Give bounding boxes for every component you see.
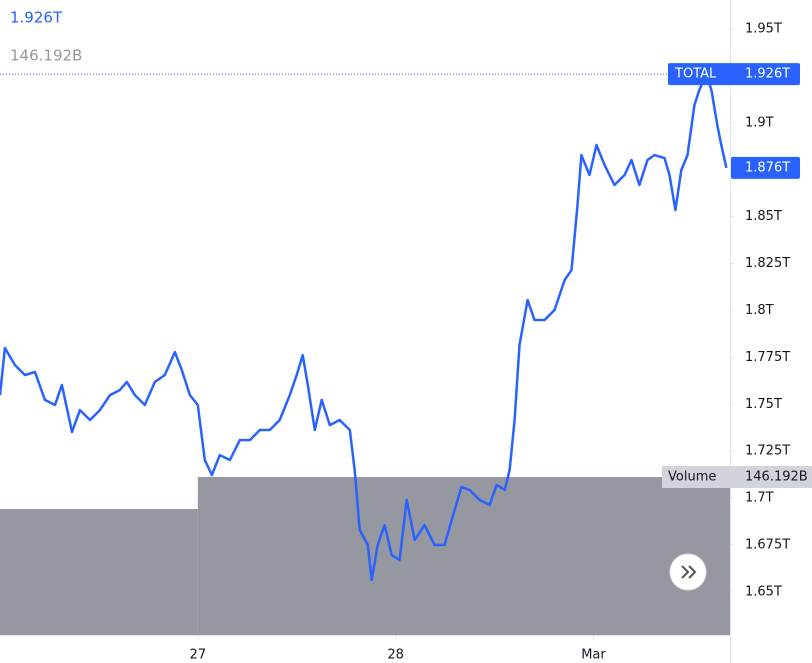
- plot-layer: [0, 72, 730, 582]
- x-tick-label: Mar: [581, 648, 606, 663]
- y-tick-label: 1.7T: [745, 491, 774, 506]
- high-tag-name: TOTAL: [674, 67, 717, 82]
- y-tick-label: 1.65T: [745, 584, 782, 599]
- y-tick-label: 1.825T: [745, 256, 790, 271]
- x-tick-label: 27: [190, 648, 207, 663]
- high-tag: [668, 63, 800, 86]
- volume-tag-name: Volume: [668, 469, 716, 484]
- y-tick-label: 1.775T: [745, 350, 790, 365]
- y-tick-label: 1.675T: [745, 537, 790, 552]
- scroll-button[interactable]: [669, 553, 707, 591]
- scroll-icon[interactable]: [681, 565, 697, 579]
- volume-tag-value: 146.192B: [745, 469, 808, 484]
- price-line: [0, 72, 728, 582]
- axes-layer: 1.95T 1.9T 1.85T 1.825T 1.8T 1.775T 1.75T 1.725…: [190, 22, 812, 663]
- y-tick-label: 1.75T: [745, 397, 782, 412]
- y-tick-label: 1.9T: [745, 115, 774, 130]
- y-tick-label: 1.85T: [745, 209, 782, 224]
- last-tag: [731, 156, 800, 179]
- volume-bar: [197, 476, 731, 635]
- last-tag-value: 1.876T: [745, 160, 790, 175]
- legend-volume: 146.192B: [10, 47, 82, 65]
- x-tick-label: 28: [387, 648, 404, 663]
- volume-tag: [662, 465, 812, 488]
- high-tag-value: 1.926T: [745, 67, 790, 82]
- y-tick-label: 1.8T: [745, 303, 774, 318]
- y-tick-label: 1.725T: [745, 444, 790, 459]
- volume-bar: [0, 508, 198, 635]
- volume-layer: [0, 476, 731, 635]
- legend-value: 1.926T: [10, 9, 63, 27]
- y-tick-label: 1.95T: [745, 22, 782, 37]
